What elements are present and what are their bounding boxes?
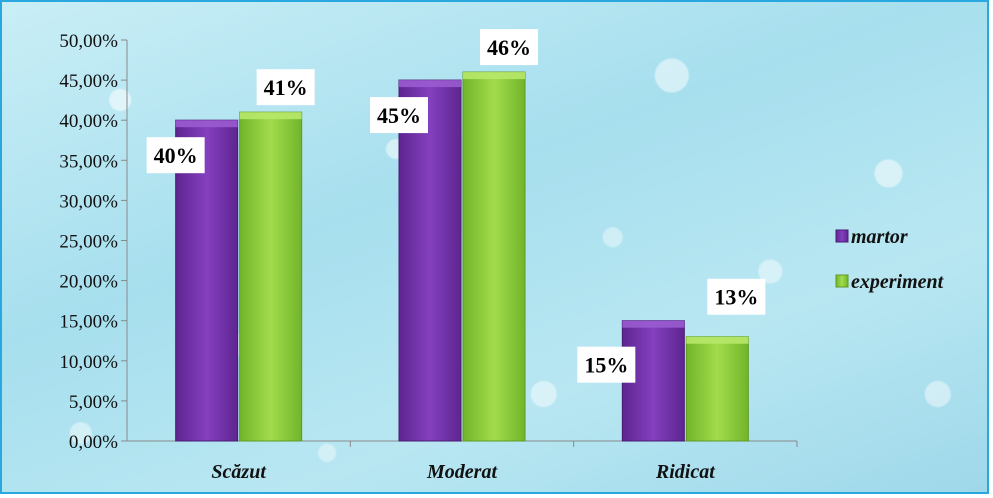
x-category-label: Ridicat bbox=[655, 461, 716, 483]
chart-bars bbox=[175, 71, 749, 442]
bar-experiment bbox=[239, 111, 303, 442]
y-tick-label: 15,00% bbox=[59, 312, 118, 333]
x-category-label: Scăzut bbox=[211, 461, 267, 483]
y-tick-label: 50,00% bbox=[59, 31, 118, 52]
y-tick-label: 0,00% bbox=[69, 432, 118, 453]
y-tick-label: 30,00% bbox=[59, 191, 118, 212]
y-tick-label: 20,00% bbox=[59, 272, 118, 293]
data-label-martor: 40% bbox=[146, 137, 205, 174]
data-label-martor: 15% bbox=[577, 346, 636, 383]
svg-text:experiment: experiment bbox=[851, 271, 945, 293]
svg-text:40%: 40% bbox=[154, 143, 198, 168]
chart-legend: martor experiment bbox=[835, 226, 945, 293]
data-label-experiment: 13% bbox=[707, 278, 766, 315]
y-tick-label: 25,00% bbox=[59, 232, 118, 253]
data-label-martor: 45% bbox=[370, 97, 428, 134]
legend-item-experiment: experiment bbox=[835, 271, 945, 293]
legend-item-martor: martor bbox=[835, 226, 908, 248]
chart-data-labels: 40% 41% 45% 46% 15% 13% bbox=[146, 29, 766, 383]
data-label-experiment: 41% bbox=[256, 69, 315, 106]
data-label-experiment: 46% bbox=[480, 29, 538, 66]
y-tick-label: 5,00% bbox=[69, 392, 118, 413]
chart-axes: 0,00% 5,00% 10,00% 15,00% 20,00% 25,00% 30,00%… bbox=[59, 31, 798, 483]
bar-experiment bbox=[685, 336, 749, 442]
bar-experiment bbox=[462, 71, 526, 442]
x-category-label: Moderat bbox=[426, 461, 498, 483]
svg-text:41%: 41% bbox=[264, 75, 308, 100]
y-tick-label: 10,00% bbox=[59, 352, 118, 373]
svg-text:15%: 15% bbox=[584, 353, 628, 378]
svg-text:45%: 45% bbox=[377, 103, 421, 128]
bar-martor bbox=[175, 119, 239, 442]
y-tick-label: 45,00% bbox=[59, 71, 118, 92]
svg-text:martor: martor bbox=[851, 226, 908, 248]
y-tick-label: 35,00% bbox=[59, 151, 118, 172]
bar-martor bbox=[621, 320, 685, 442]
svg-text:13%: 13% bbox=[714, 285, 758, 310]
bar-martor bbox=[398, 79, 462, 442]
y-tick-label: 40,00% bbox=[59, 111, 118, 132]
svg-text:46%: 46% bbox=[487, 35, 531, 60]
